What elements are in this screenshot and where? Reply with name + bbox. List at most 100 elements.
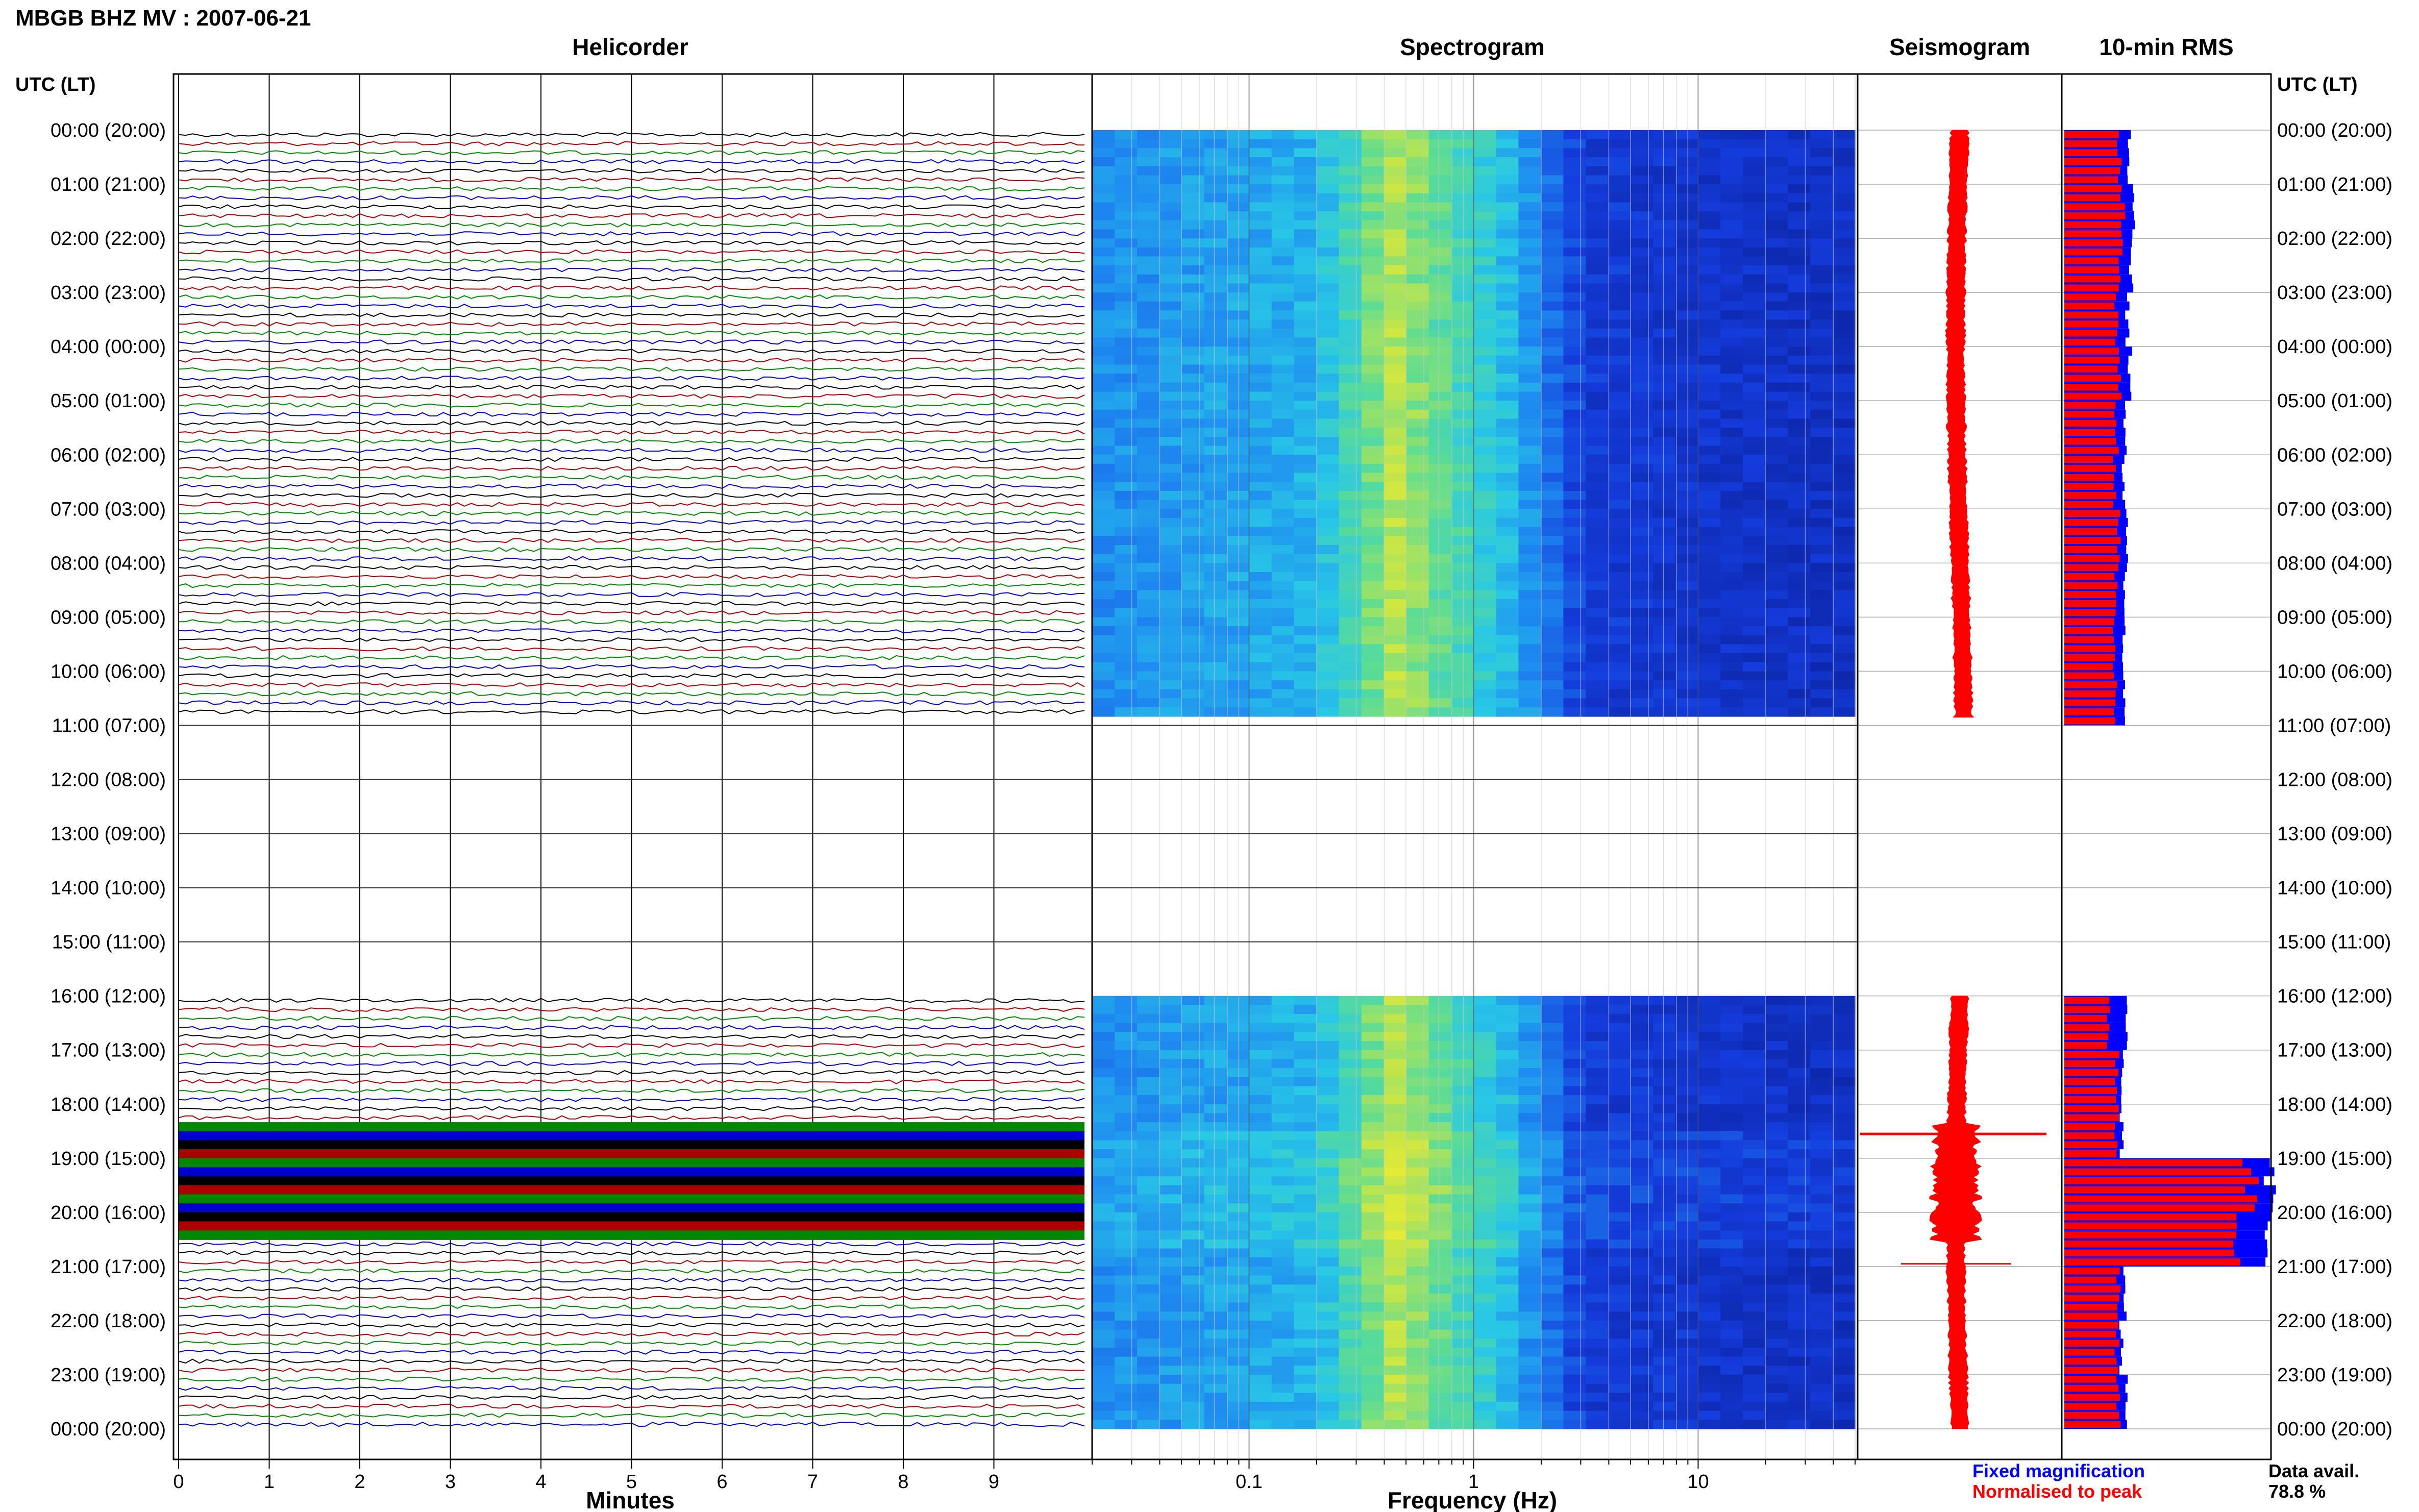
spectrogram-cell [1406,1230,1429,1240]
spectrogram-cell [1271,1293,1295,1303]
spectrogram-cell [1384,1113,1407,1123]
spectrogram-cell [1115,653,1138,663]
spectrogram-cell [1204,509,1227,518]
spectrogram-cell [1653,1275,1676,1285]
rms-bar-normalised [2064,1294,2119,1302]
spectrogram-cell [1473,184,1497,194]
spectrogram-cell [1271,482,1295,491]
spectrogram-cell [1541,662,1564,672]
spectrogram-cell [1204,301,1227,311]
spectrogram-cell [1204,608,1227,618]
helicorder-tick-label: 8 [898,1471,908,1493]
helicorder-trace [178,1331,1085,1337]
rms-bar-normalised [2064,410,2114,418]
spectrogram-cell [1833,1104,1856,1114]
spectrogram-cell [1428,581,1452,591]
spectrogram-cell [1653,274,1676,284]
spectrogram-cell [1518,490,1542,501]
spectrogram-cell [1473,1257,1497,1267]
spectrogram-cell [1608,653,1632,663]
spectrogram-cell [1810,1339,1833,1348]
spectrogram-cell [1541,301,1564,311]
spectrogram-cell [1249,1284,1272,1294]
spectrogram-cell [1384,626,1407,636]
spectrogram-cell [1496,319,1519,329]
spectrogram-cell [1496,572,1519,582]
spectrogram-cell [1451,283,1474,293]
spectrogram-cell [1271,509,1295,518]
spectrogram-cell [1631,229,1654,239]
spectrogram-cell [1743,536,1766,546]
spectrogram-cell [1226,1104,1250,1114]
spectrogram-cell [1137,1212,1160,1222]
spectrogram-cell [1339,1402,1362,1411]
spectrogram-cell [1159,391,1182,401]
helicorder-trace [178,1079,1085,1084]
spectrogram-cell [1473,1266,1497,1276]
spectrogram-cell [1361,617,1385,627]
spectrogram-cell [1294,1158,1317,1168]
spectrogram-cell [1743,382,1766,392]
spectrogram-cell [1249,220,1272,230]
spectrogram-cell [1316,707,1340,717]
spectrogram-cell [1720,545,1743,555]
spectrogram-cell [1159,229,1182,239]
spectrogram-cell [1271,554,1295,564]
spectrogram-cell [1159,482,1182,491]
spectrogram-cell [1496,1320,1519,1330]
spectrogram-cell [1159,617,1182,627]
helicorder-tick-label: 7 [807,1471,818,1493]
spectrogram-cell [1541,1167,1564,1177]
spectrogram-cell [1181,328,1205,338]
spectrogram-cell [1316,518,1340,528]
spectrogram-cell [1092,1113,1115,1123]
spectrogram-cell [1765,166,1788,176]
spectrogram-cell [1608,1158,1632,1168]
spectrogram-cell [1541,626,1564,636]
spectrogram-cell [1496,599,1519,609]
spectrogram-cell [1137,391,1160,401]
spectrogram-cell [1586,256,1609,266]
spectrogram-cell [1181,292,1205,302]
spectrogram-cell [1675,148,1698,158]
spectrogram-cell [1496,1420,1519,1429]
spectrogram-cell [1181,490,1205,501]
rms-bar-normalised [2064,456,2113,463]
spectrogram-cell [1653,1329,1676,1340]
spectrogram-cell [1159,1347,1182,1357]
spectrogram-cell [1249,500,1272,510]
rms-bar-normalised [2064,708,2114,715]
spectrogram-cell [1316,1284,1340,1294]
spectrogram-cell [1743,364,1766,374]
spectrogram-cell [1428,1023,1452,1033]
spectrogram-cell [1092,617,1115,627]
spectrogram-cell [1384,391,1407,401]
spectrogram-cell [1496,310,1519,320]
spectrogram-cell [1226,428,1250,437]
spectrogram-cell [1451,1167,1474,1177]
spectrogram-cell [1204,1014,1227,1024]
spectrogram-cell [1496,382,1519,392]
spectrogram-cell [1384,1275,1407,1285]
spectrogram-cell [1159,1402,1182,1411]
spectrogram-cell [1226,274,1250,284]
rms-bar-normalised [2064,194,2120,202]
spectrogram-cell [1451,445,1474,456]
spectrogram-cell [1137,455,1160,464]
spectrogram-cell [1473,265,1497,275]
spectrogram-cell [1181,346,1205,356]
spectrogram-cell [1361,536,1385,546]
spectrogram-cell [1204,1203,1227,1213]
spectrogram-cell [1204,1402,1227,1411]
spectrogram-cell [1406,1041,1429,1051]
spectrogram-cell [1541,1041,1564,1051]
spectrogram-cell [1833,1402,1856,1411]
spectrogram-cell [1339,256,1362,266]
spectrogram-cell [1384,1095,1407,1105]
spectrogram-cell [1698,1050,1721,1060]
spectrogram-cell [1788,1149,1811,1159]
spectrogram-cell [1541,1131,1564,1141]
spectrogram-cell [1675,1005,1698,1014]
spectrogram-cell [1406,1185,1429,1195]
spectrogram-cell [1406,996,1429,1006]
